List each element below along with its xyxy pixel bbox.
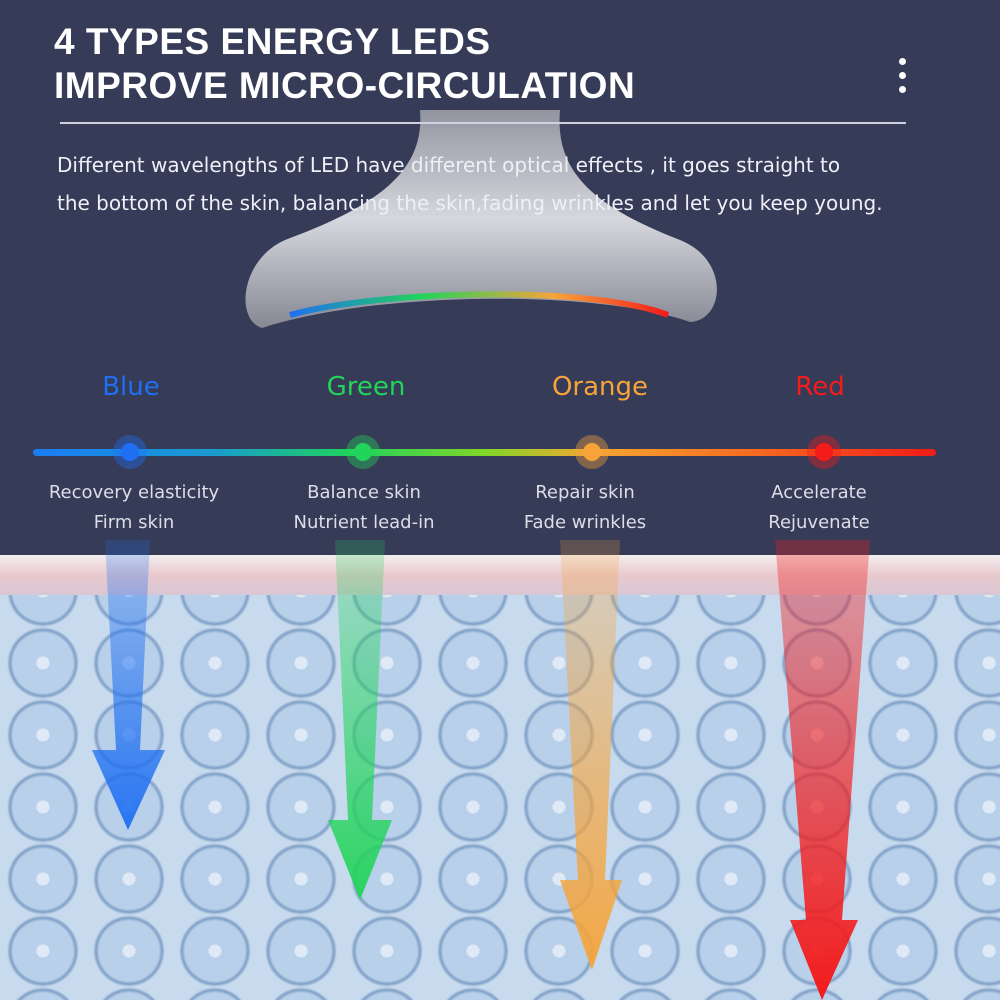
effect-line: Accelerate xyxy=(771,482,867,503)
description-line-2: the bottom of the skin, balancing the sk… xyxy=(57,191,883,215)
led-label-orange: Orange xyxy=(551,372,649,402)
blue-arrow xyxy=(92,540,165,830)
effect-line: Recovery elasticity xyxy=(48,482,220,503)
description-line-1: Different wavelengths of LED have differ… xyxy=(57,153,841,177)
orange-arrow xyxy=(560,540,622,970)
red-arrow xyxy=(775,540,870,1000)
title-line-1: 4 TYPES ENERGY LEDS xyxy=(54,21,491,62)
effect-line: Repair skin xyxy=(535,482,635,503)
divider xyxy=(60,122,906,124)
blue-effects: Recovery elasticity Firm skin xyxy=(14,478,254,538)
red-dot xyxy=(815,443,833,461)
led-label-blue: Blue xyxy=(102,372,160,402)
green-dot xyxy=(354,443,372,461)
neck-massager-device xyxy=(245,110,717,328)
led-label-red: Red xyxy=(795,372,845,402)
effect-line: Balance skin xyxy=(307,482,421,503)
page-title: 4 TYPES ENERGY LEDS IMPROVE MICRO-CIRCUL… xyxy=(54,20,635,108)
title-line-2: IMPROVE MICRO-CIRCULATION xyxy=(54,65,636,106)
green-effects: Balance skin Nutrient lead-in xyxy=(244,478,484,538)
blue-dot xyxy=(121,443,139,461)
orange-dot xyxy=(583,443,601,461)
spectrum-bar xyxy=(33,449,936,456)
effect-line: Rejuvenate xyxy=(768,512,870,533)
effect-line: Fade wrinkles xyxy=(523,512,647,533)
effect-line: Firm skin xyxy=(93,512,175,533)
vertical-ellipsis-icon[interactable] xyxy=(897,58,907,100)
green-arrow xyxy=(328,540,392,900)
orange-effects: Repair skin Fade wrinkles xyxy=(465,478,705,538)
description: Different wavelengths of LED have differ… xyxy=(57,146,883,222)
effect-line: Nutrient lead-in xyxy=(293,512,435,533)
red-effects: Accelerate Rejuvenate xyxy=(699,478,939,538)
led-label-green: Green xyxy=(326,372,406,402)
